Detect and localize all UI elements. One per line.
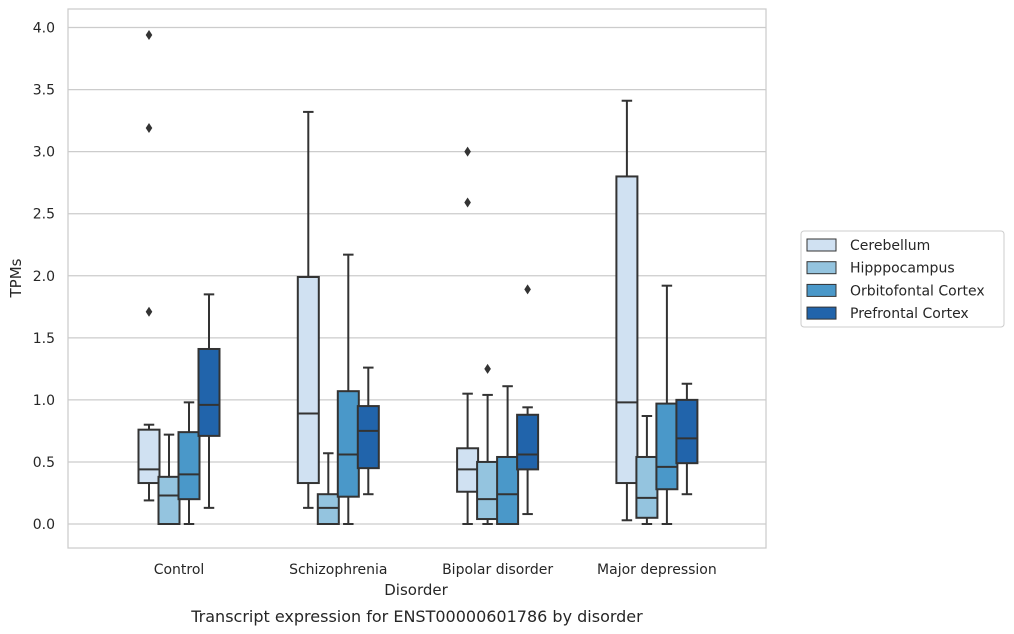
box-iqr (476, 460, 500, 521)
legend-entry-label: Cerebellum (850, 238, 930, 254)
legend-entry-label: Prefrontal Cortex (850, 306, 969, 322)
box-group (615, 99, 639, 522)
legend-swatch (806, 238, 837, 252)
legend-entry-label: Hipppocampus (850, 261, 955, 277)
y-tick-label: 0.0 (33, 517, 55, 533)
chart-caption: Transcript expression for ENST0000060178… (190, 607, 643, 626)
outlier-point (464, 146, 471, 157)
outlier-point (484, 363, 491, 374)
box-iqr (177, 431, 201, 501)
box-iqr (655, 402, 679, 491)
y-tick-label: 2.0 (33, 269, 55, 285)
box-group (476, 363, 500, 525)
y-tick-label: 3.5 (33, 83, 55, 99)
box-group (635, 415, 659, 525)
y-tick-label: 1.5 (33, 331, 55, 347)
y-tick-label: 1.0 (33, 393, 55, 409)
box-group (296, 110, 320, 509)
legend-frame (800, 230, 1005, 328)
outlier-point (524, 284, 531, 295)
outlier-point (145, 306, 153, 317)
y-tick-label: 0.5 (33, 455, 55, 471)
box-group (675, 382, 699, 496)
outlier-point (464, 197, 471, 208)
plot-frame (67, 8, 767, 549)
box-iqr (516, 413, 540, 471)
box-iqr (157, 475, 181, 525)
x-axis-label: Disorder (384, 581, 448, 599)
x-tick-labels: Control Schizophrenia Bipolar disorder Majo… (154, 562, 717, 578)
legend-swatch (806, 283, 837, 297)
box-group (157, 433, 181, 525)
box-group (177, 401, 201, 525)
box-iqr (635, 455, 659, 519)
legend: Cerebellum Hipppocampus Orbitofontal Corte… (800, 230, 1005, 328)
boxes (137, 29, 699, 525)
box-group (197, 293, 221, 509)
outlier-point (145, 123, 153, 134)
y-tick-label: 4.0 (33, 21, 55, 37)
y-tick-label: 3.0 (33, 145, 55, 161)
box-iqr (675, 398, 699, 465)
legend-swatch (806, 306, 837, 320)
legend-entry-label: Orbitofontal Cortex (850, 283, 985, 299)
box-iqr (197, 347, 221, 437)
x-tick-label: Bipolar disorder (442, 562, 553, 578)
box-iqr (137, 428, 161, 485)
y-axis-label: TPMs (7, 258, 25, 298)
x-tick-label: Control (154, 562, 205, 578)
outlier-point (145, 29, 153, 40)
box-group (496, 385, 520, 525)
box-group (516, 284, 540, 516)
box-iqr (496, 455, 520, 525)
box-group (316, 452, 340, 525)
y-tick-labels: 0.0 0.5 1.0 1.5 2.0 2.5 3.0 3.5 4.0 (33, 21, 55, 534)
box-group (137, 29, 161, 502)
box-group (336, 253, 360, 525)
box-iqr (615, 175, 639, 485)
box-group (456, 146, 480, 525)
box-group (356, 366, 380, 496)
box-iqr (336, 390, 360, 498)
box-group (655, 284, 679, 525)
box-iqr (296, 275, 320, 485)
x-tick-label: Major depression (597, 562, 717, 578)
y-tick-label: 2.5 (33, 207, 55, 223)
box-iqr (316, 493, 340, 525)
legend-swatch (806, 261, 837, 275)
x-tick-label: Schizophrenia (289, 562, 387, 578)
box-iqr (356, 405, 380, 470)
